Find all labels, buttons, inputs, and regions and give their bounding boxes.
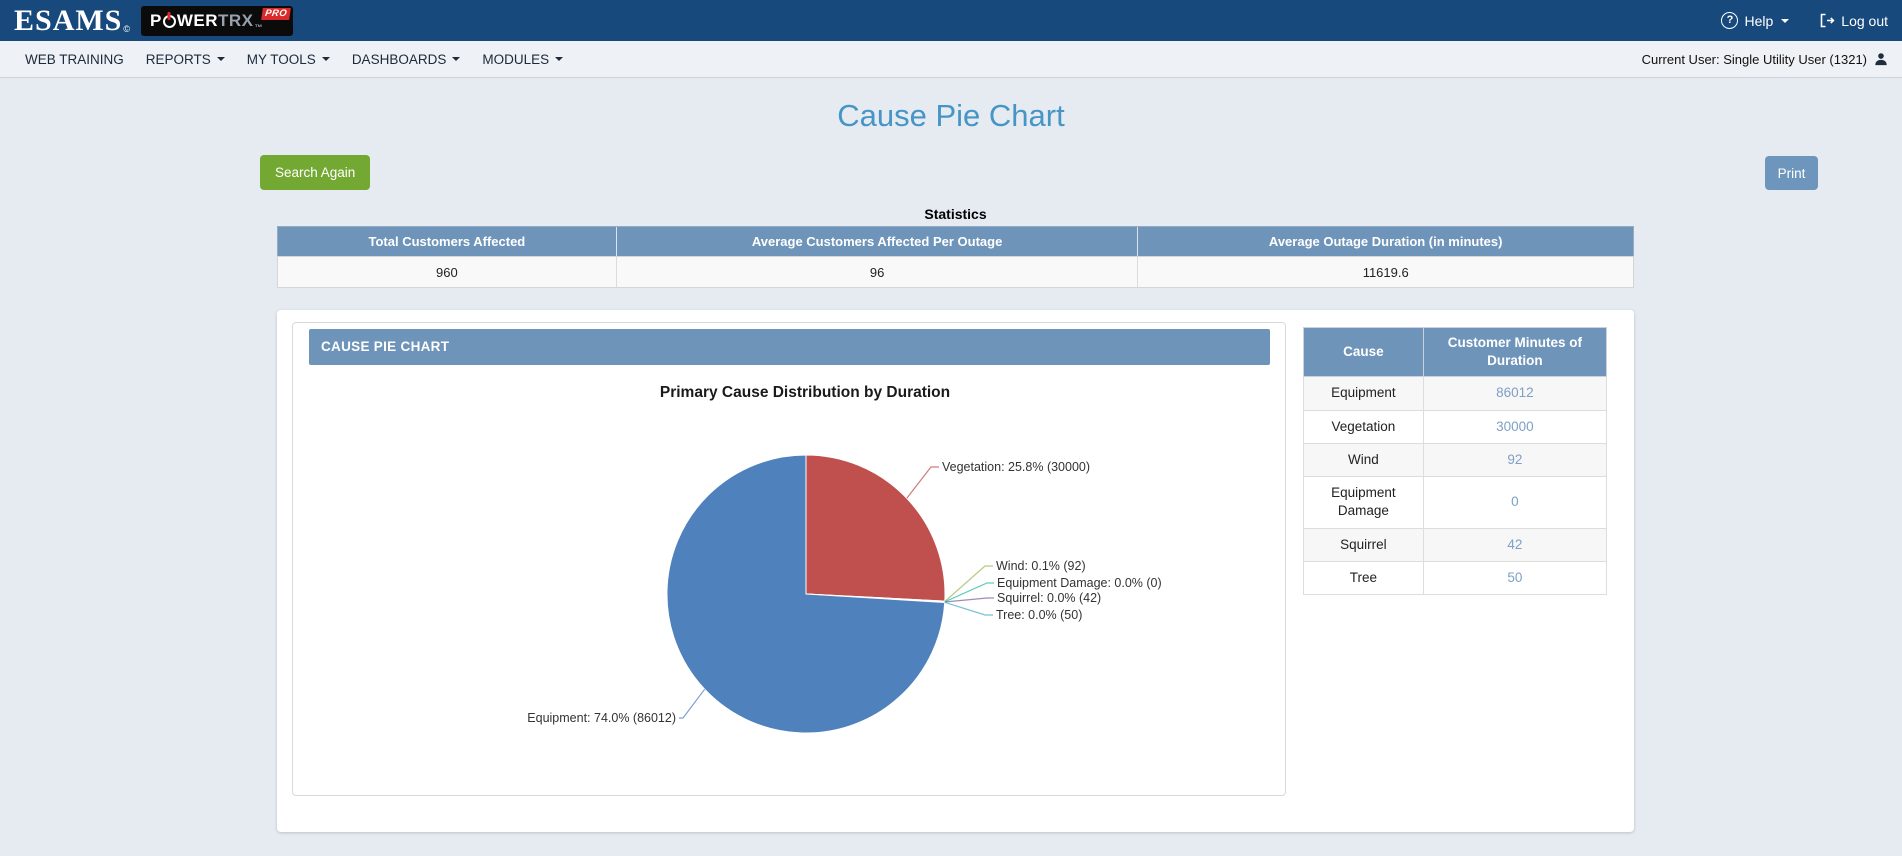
pie-label-line-equipment-damage [944, 582, 994, 603]
stats-header-total-customers-affected: Total Customers Affected [278, 227, 617, 256]
powertrx-trx: TRX [218, 10, 254, 30]
cause-table-header-row: Cause Customer Minutes of Duration [1303, 326, 1608, 378]
cause-table-row: Wind 92 [1303, 442, 1608, 478]
stats-header-average-customers-affected-per-outage: Average Customers Affected Per Outage [617, 227, 1139, 256]
page-title: Cause Pie Chart [837, 98, 1065, 133]
pie-label-line-equipment [679, 688, 706, 719]
pie-label-equipment: Equipment: 74.0% (86012) [527, 711, 676, 725]
pie-chart: Primary Cause Distribution by Duration Ve… [527, 384, 1162, 734]
print-button[interactable]: Print [1765, 156, 1818, 190]
cause-table: Cause Customer Minutes of Duration Equip… [1303, 326, 1608, 595]
cause-table-row: Equipment 86012 [1303, 376, 1608, 411]
pie-label-equipment-damage: Equipment Damage: 0.0% (0) [997, 576, 1162, 590]
nav-item-label: REPORTS [145, 51, 211, 67]
cause-table-row: Equipment Damage 0 [1303, 476, 1608, 529]
search-again-button[interactable]: Search Again [260, 155, 371, 190]
chart-card: CAUSE PIE CHART Primary Cause Distributi… [277, 310, 1634, 832]
statistics-table: Total Customers Affected Average Customer… [277, 226, 1634, 288]
stats-value-cell: 11619.6 [1362, 264, 1409, 280]
nav-item-reports[interactable]: REPORTS [135, 52, 236, 67]
stats-value-cell: 960 [278, 257, 617, 287]
main-nav: WEB TRAINING REPORTS MY TOOLS DASHBOARDS MOD… [0, 41, 1902, 78]
minutes-link-tree[interactable]: 50 [1422, 560, 1608, 595]
esams-logo[interactable]: ESAMS© [14, 3, 131, 37]
cause-pie-chart-panel: CAUSE PIE CHART Primary Cause Distributi… [292, 322, 1286, 796]
chevron-down-icon [1781, 18, 1790, 23]
statistics-header-row: Total Customers Affected Average Customer… [277, 226, 1634, 256]
minutes-link-squirrel[interactable]: 42 [1422, 527, 1608, 562]
power-icon [162, 15, 176, 28]
panel-header: CAUSE PIE CHART [309, 329, 1270, 365]
stats-header-average-outage-duration-in-minutes: Average Outage Duration (in minutes) [1268, 234, 1503, 249]
pie-label-line-squirrel [944, 597, 994, 603]
cause-cell-tree: Tree [1303, 560, 1424, 595]
cause-table-row: Tree 50 [1303, 560, 1608, 595]
powertrx-p: P [150, 10, 162, 30]
cause-cell-vegetation: Vegetation [1303, 409, 1424, 444]
pie-label-line-vegetation [906, 466, 939, 499]
minutes-column-header: Customer Minutes of Duration [1422, 326, 1608, 378]
cause-cell-wind: Wind [1303, 442, 1424, 478]
top-bar: ESAMS© P WER TRX ™ PRO ? Help Log out [0, 0, 1902, 41]
powertrx-wer: WER [176, 10, 219, 30]
minutes-link-equipment-damage[interactable]: 0 [1422, 476, 1608, 529]
cause-column-header: Cause [1303, 326, 1424, 378]
cause-table-row: Squirrel 42 [1303, 527, 1608, 562]
nav-item-web-training[interactable]: WEB TRAINING [14, 52, 135, 67]
statistics-title: Statistics [924, 206, 987, 222]
nav-items: WEB TRAINING REPORTS MY TOOLS DASHBOARDS MOD… [14, 52, 574, 67]
esams-logo-text: ESAMS [14, 3, 123, 37]
trademark-mark: ™ [254, 22, 264, 32]
cause-cell-equipment-damage: Equipment Damage [1303, 476, 1424, 529]
help-menu[interactable]: ? Help [1721, 12, 1790, 29]
current-user-label: Current User: Single Utility User (1321) [1641, 51, 1867, 67]
nav-item-label: MY TOOLS [246, 51, 316, 67]
user-icon[interactable] [1874, 52, 1888, 66]
top-bar-right: ? Help Log out [1721, 12, 1888, 29]
nav-item-label: MODULES [482, 51, 550, 67]
pro-badge: PRO [261, 7, 291, 20]
current-user: Current User: Single Utility User (1321) [1642, 52, 1888, 67]
logout-icon [1820, 13, 1835, 28]
help-icon: ? [1721, 12, 1739, 29]
pie-label-squirrel: Squirrel: 0.0% (42) [997, 591, 1101, 605]
pie-label-line-wind [944, 565, 993, 602]
nav-item-label: WEB TRAINING [25, 51, 124, 67]
nav-item-dashboards[interactable]: DASHBOARDS [341, 52, 472, 67]
chart-title: Primary Cause Distribution by Duration [660, 384, 950, 401]
chevron-down-icon [321, 57, 330, 61]
pie-label-tree: Tree: 0.0% (50) [996, 608, 1082, 622]
cause-cell-squirrel: Squirrel [1303, 527, 1424, 562]
chevron-down-icon [216, 57, 225, 61]
chevron-down-icon [452, 57, 461, 61]
minutes-link-vegetation[interactable]: 30000 [1422, 409, 1608, 444]
pie-label-line-tree [944, 601, 993, 616]
help-label: Help [1744, 12, 1774, 29]
logout-button[interactable]: Log out [1819, 13, 1888, 29]
pie-slice-vegetation[interactable] [805, 454, 946, 602]
chevron-down-icon [555, 57, 564, 61]
minutes-link-wind[interactable]: 92 [1422, 442, 1608, 478]
stats-value-cell: 96 [617, 257, 1139, 287]
pie-label-wind: Wind: 0.1% (92) [996, 559, 1086, 573]
copyright-mark: © [123, 23, 131, 34]
nav-item-label: DASHBOARDS [351, 51, 447, 67]
cause-cell-equipment: Equipment [1303, 376, 1424, 411]
page-body: Cause Pie Chart Search Again Print Stati… [0, 78, 1902, 856]
nav-item-my-tools[interactable]: MY TOOLS [236, 52, 341, 67]
powertrx-pro-logo: P WER TRX ™ PRO [141, 5, 294, 36]
pie-label-vegetation: Vegetation: 25.8% (30000) [942, 460, 1090, 474]
cause-table-row: Vegetation 30000 [1303, 409, 1608, 444]
statistics-value-row: 960 96 11619.6 [277, 256, 1634, 288]
nav-item-modules[interactable]: MODULES [471, 52, 574, 67]
logout-label: Log out [1841, 12, 1888, 29]
minutes-link-equipment[interactable]: 86012 [1422, 376, 1608, 411]
